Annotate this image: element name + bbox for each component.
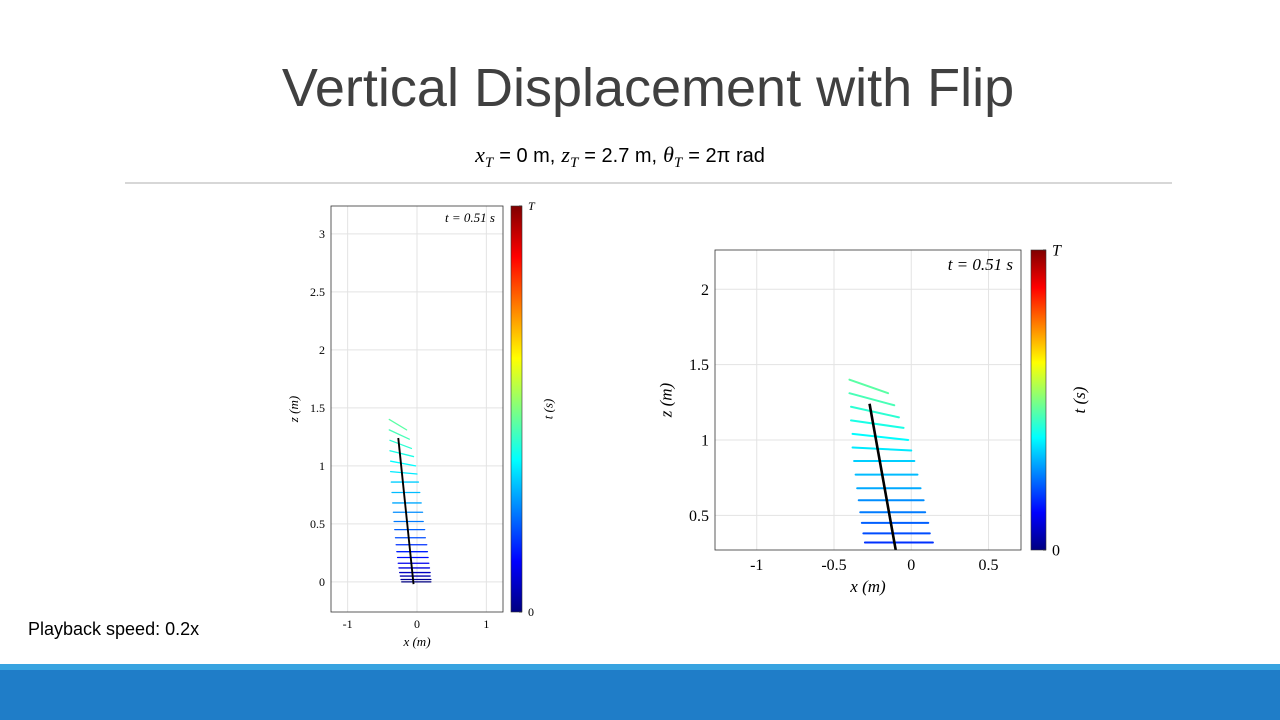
- y-tick-label: 0.5: [689, 508, 709, 525]
- math-text: = 0 m,: [499, 145, 555, 167]
- y-tick-label: 2.5: [310, 285, 325, 299]
- trajectory-frame: [389, 439, 413, 450]
- x-tick-label: -0.5: [821, 557, 846, 574]
- colorbar: [1030, 249, 1047, 551]
- x-tick-label: -1: [343, 617, 353, 631]
- math-subscript: T: [570, 155, 580, 171]
- colorbar-tick-label: T: [1052, 243, 1062, 260]
- body-line: [397, 437, 415, 585]
- trajectory-frame: [851, 446, 913, 452]
- y-tick-label: 1: [701, 433, 709, 450]
- y-tick-label: 0.5: [310, 517, 325, 531]
- plot-area: [715, 250, 1021, 550]
- x-axis-label: x (m): [402, 634, 430, 649]
- y-tick-label: 1: [319, 459, 325, 473]
- y-tick-label: 1.5: [689, 357, 709, 374]
- footer-strip: [0, 664, 1280, 670]
- colorbar-tick-label: 0: [528, 605, 534, 619]
- trajectory-frame: [389, 450, 415, 458]
- trajectory-frame: [388, 418, 408, 431]
- math-subscript: T: [485, 155, 495, 171]
- math-text: = 2π rad: [688, 145, 765, 167]
- y-axis-label: z (m): [656, 382, 675, 418]
- trajectory-frame: [850, 419, 905, 429]
- colorbar-label: t (s): [540, 399, 555, 420]
- trajectory-frame: [851, 432, 910, 441]
- axes-box: [714, 249, 1022, 551]
- colorbar-tick-label: T: [528, 199, 536, 213]
- y-tick-label: 2: [319, 343, 325, 357]
- y-tick-label: 1.5: [310, 401, 325, 415]
- x-tick-label: -1: [750, 557, 763, 574]
- colorbar-label: t (s): [1070, 386, 1089, 413]
- axes-box: [330, 205, 504, 613]
- footer-band: [0, 670, 1280, 720]
- trajectory-frame: [389, 470, 418, 475]
- body-line: [868, 403, 898, 550]
- footnote: Playback speed: 0.2x: [28, 619, 199, 639]
- x-axis-label: x (m): [849, 577, 886, 596]
- x-tick-label: 0.5: [979, 557, 999, 574]
- colorbar: [510, 205, 523, 613]
- subtitle: xT = 0 m, zT = 2.7 m, θT = 2π rad: [474, 142, 765, 171]
- colorbar-tick-label: 0: [1052, 543, 1060, 560]
- plot-area: [331, 206, 503, 612]
- slide-title: Vertical Displacement with Flip: [282, 58, 1014, 118]
- trajectory-frame: [388, 429, 411, 440]
- math-text: = 2.7 m,: [584, 145, 657, 167]
- trajectory-frame: [848, 392, 896, 407]
- x-tick-label: 1: [483, 617, 489, 631]
- y-tick-label: 0: [319, 575, 325, 589]
- math-symbol: θ: [663, 142, 674, 167]
- time-annotation: t = 0.51 s: [445, 210, 495, 225]
- math-symbol: z: [560, 142, 570, 167]
- trajectory-frame: [850, 405, 900, 419]
- x-tick-label: 0: [907, 557, 915, 574]
- trajectory-frame: [848, 378, 890, 395]
- math-subscript: T: [674, 155, 684, 171]
- time-annotation: t = 0.51 s: [948, 255, 1014, 274]
- y-tick-label: 3: [319, 227, 325, 241]
- y-axis-label: z (m): [286, 396, 301, 423]
- math-symbol: x: [474, 142, 485, 167]
- y-tick-label: 2: [701, 282, 709, 299]
- x-tick-label: 0: [414, 617, 420, 631]
- trajectory-frame: [389, 460, 417, 467]
